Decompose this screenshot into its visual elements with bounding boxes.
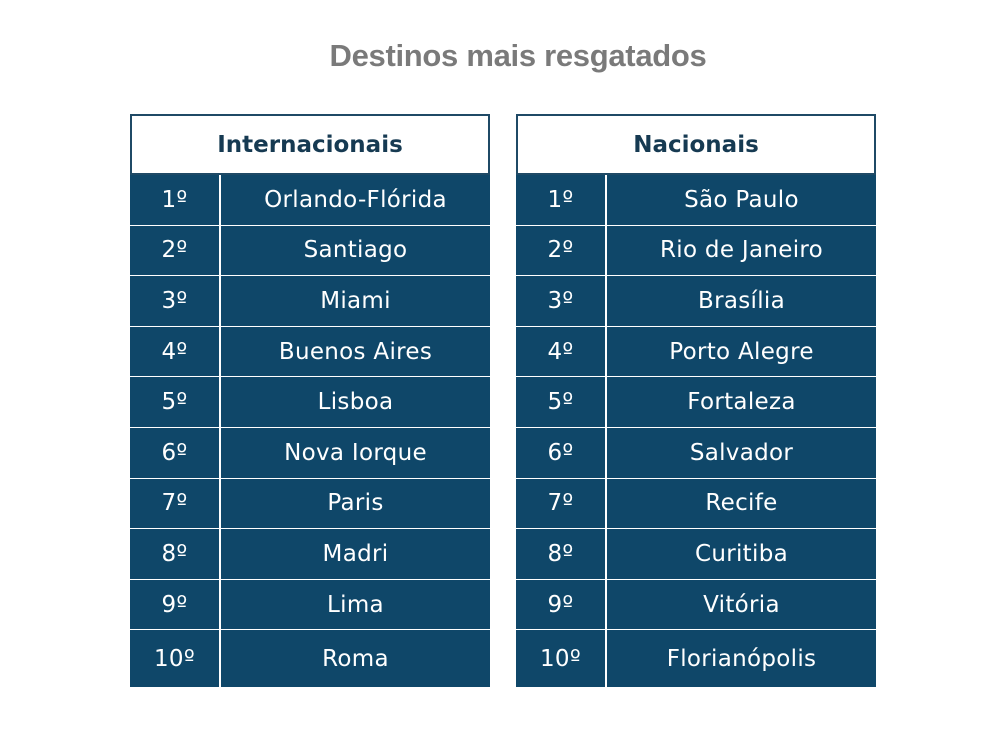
rank-cell: 6º	[516, 427, 607, 478]
rank-cell: 8º	[516, 529, 607, 579]
table-row: 2º Santiago	[130, 225, 490, 277]
rank-cell: 10º	[130, 630, 221, 688]
table-row: 9º Vitória	[516, 579, 876, 631]
rank-cell: 5º	[516, 377, 607, 427]
table-row: 6º Salvador	[516, 427, 876, 479]
table-row: 6º Nova Iorque	[130, 427, 490, 479]
city-cell: Lisboa	[221, 377, 490, 427]
table-row: 7º Recife	[516, 478, 876, 530]
city-cell: Brasília	[607, 276, 876, 326]
rank-cell: 1º	[130, 175, 221, 225]
city-cell: Florianópolis	[607, 630, 876, 688]
table-row: 10º Florianópolis	[516, 630, 876, 688]
rank-cell: 9º	[130, 579, 221, 630]
national-rows: 1º São Paulo 2º Rio de Janeiro 3º Brasília 4º P…	[516, 175, 876, 688]
rank-cell: 2º	[130, 225, 221, 276]
table-row: 3º Brasília	[516, 276, 876, 327]
national-header: Nacionais	[516, 114, 876, 175]
table-row: 5º Fortaleza	[516, 377, 876, 428]
rank-cell: 7º	[516, 478, 607, 529]
city-cell: Nova Iorque	[221, 427, 490, 478]
city-cell: Curitiba	[607, 529, 876, 579]
city-cell: Lima	[221, 579, 490, 630]
city-cell: Miami	[221, 276, 490, 326]
table-row: 8º Curitiba	[516, 529, 876, 580]
city-cell: Paris	[221, 478, 490, 529]
rank-cell: 3º	[516, 276, 607, 326]
city-cell: Buenos Aires	[221, 326, 490, 377]
table-row: 4º Buenos Aires	[130, 326, 490, 378]
page-title: Destinos mais resgatados	[329, 38, 707, 73]
international-rows: 1º Orlando-Flórida 2º Santiago 3º Miami 4º Buen…	[130, 175, 490, 688]
international-header: Internacionais	[130, 114, 490, 175]
rank-cell: 1º	[516, 175, 607, 225]
city-cell: Vitória	[607, 579, 876, 630]
city-cell: Recife	[607, 478, 876, 529]
rank-cell: 7º	[130, 478, 221, 529]
rank-cell: 6º	[130, 427, 221, 478]
rank-cell: 8º	[130, 529, 221, 579]
rank-cell: 4º	[516, 326, 607, 377]
rank-cell: 2º	[516, 225, 607, 276]
table-row: 1º Orlando-Flórida	[130, 175, 490, 226]
table-row: 8º Madri	[130, 529, 490, 580]
rank-cell: 9º	[516, 579, 607, 630]
city-cell: Salvador	[607, 427, 876, 478]
national-panel: Nacionais 1º São Paulo 2º Rio de Janeiro 3º B…	[516, 114, 876, 688]
table-row: 10º Roma	[130, 630, 490, 688]
city-cell: Porto Alegre	[607, 326, 876, 377]
table-row: 9º Lima	[130, 579, 490, 631]
city-cell: Santiago	[221, 225, 490, 276]
rank-cell: 4º	[130, 326, 221, 377]
city-cell: Madri	[221, 529, 490, 579]
city-cell: São Paulo	[607, 175, 876, 225]
international-panel: Internacionais 1º Orlando-Flórida 2º Santia…	[130, 114, 490, 688]
table-row: 2º Rio de Janeiro	[516, 225, 876, 277]
city-cell: Fortaleza	[607, 377, 876, 427]
rank-cell: 5º	[130, 377, 221, 427]
rank-cell: 3º	[130, 276, 221, 326]
city-cell: Roma	[221, 630, 490, 688]
rank-cell: 10º	[516, 630, 607, 688]
table-row: 1º São Paulo	[516, 175, 876, 226]
table-row: 4º Porto Alegre	[516, 326, 876, 378]
table-row: 5º Lisboa	[130, 377, 490, 428]
city-cell: Rio de Janeiro	[607, 225, 876, 276]
city-cell: Orlando-Flórida	[221, 175, 490, 225]
table-row: 3º Miami	[130, 276, 490, 327]
table-row: 7º Paris	[130, 478, 490, 530]
